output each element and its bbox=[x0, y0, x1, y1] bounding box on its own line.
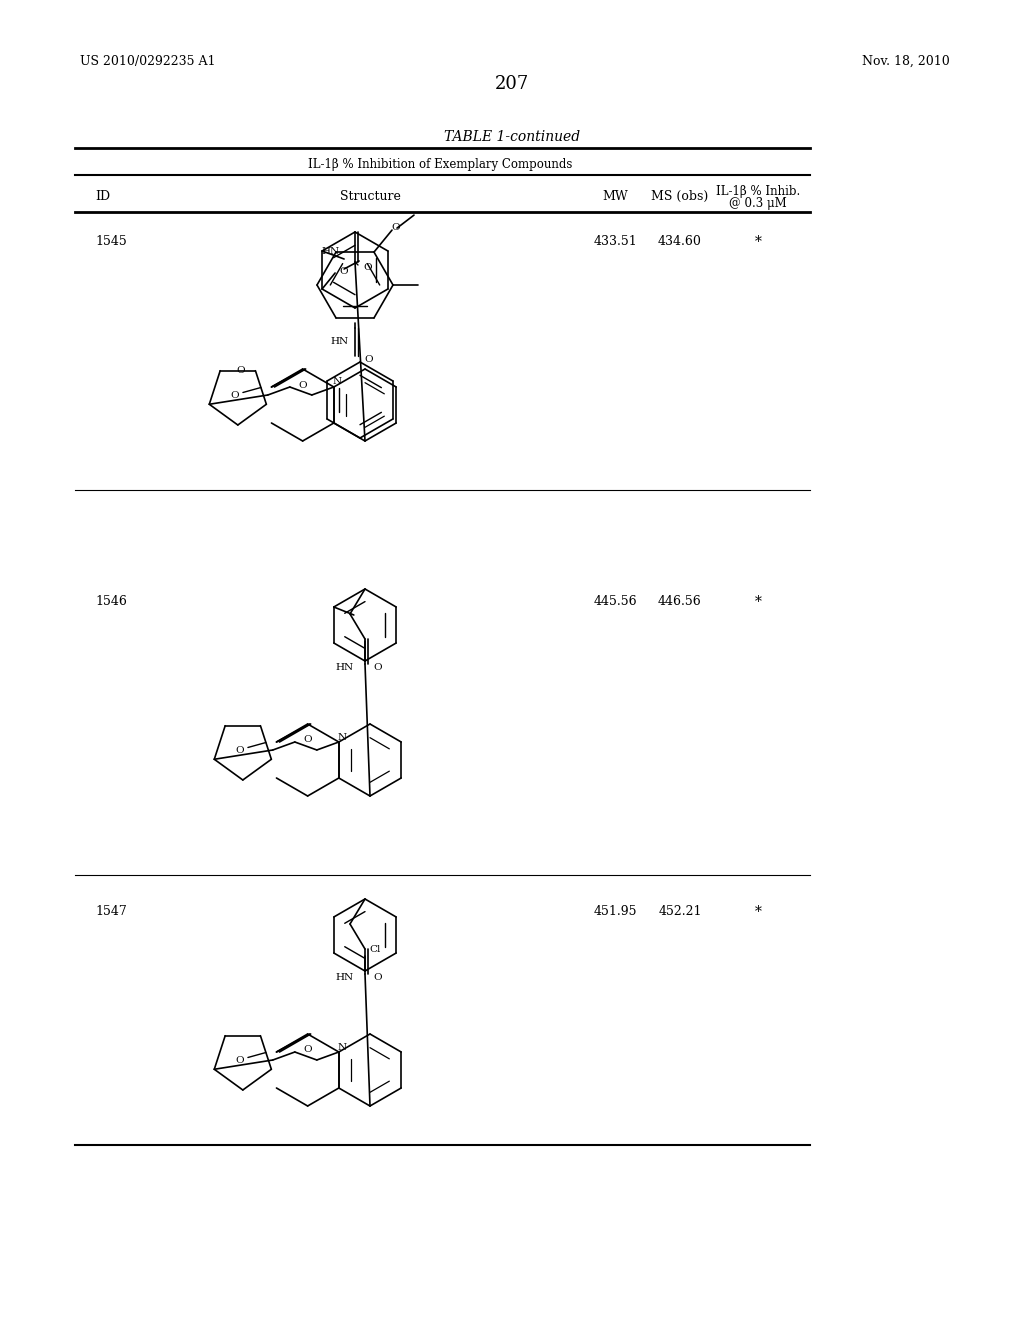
Text: O: O bbox=[230, 391, 240, 400]
Text: 452.21: 452.21 bbox=[658, 906, 701, 917]
Text: O: O bbox=[303, 735, 312, 744]
Text: 434.60: 434.60 bbox=[658, 235, 701, 248]
Text: 445.56: 445.56 bbox=[593, 595, 637, 609]
Text: O: O bbox=[237, 366, 245, 375]
Text: N: N bbox=[332, 378, 341, 387]
Text: 451.95: 451.95 bbox=[593, 906, 637, 917]
Text: HN: HN bbox=[331, 338, 349, 346]
Text: IL-1β % Inhib.: IL-1β % Inhib. bbox=[716, 185, 800, 198]
Text: N: N bbox=[337, 733, 346, 742]
Text: O: O bbox=[339, 267, 348, 276]
Text: *: * bbox=[755, 235, 762, 249]
Text: O: O bbox=[303, 1045, 312, 1055]
Text: 207: 207 bbox=[495, 75, 529, 92]
Text: 1547: 1547 bbox=[95, 906, 127, 917]
Text: ID: ID bbox=[95, 190, 111, 203]
Text: Structure: Structure bbox=[340, 190, 400, 203]
Text: @ 0.3 μM: @ 0.3 μM bbox=[729, 197, 786, 210]
Text: O: O bbox=[365, 355, 374, 363]
Text: O: O bbox=[374, 973, 382, 982]
Text: MS (obs): MS (obs) bbox=[651, 190, 709, 203]
Text: HN: HN bbox=[336, 973, 354, 982]
Text: O: O bbox=[364, 263, 373, 272]
Text: MW: MW bbox=[602, 190, 628, 203]
Text: US 2010/0292235 A1: US 2010/0292235 A1 bbox=[80, 55, 215, 69]
Text: Nov. 18, 2010: Nov. 18, 2010 bbox=[862, 55, 950, 69]
Text: IL-1β % Inhibition of Exemplary Compounds: IL-1β % Inhibition of Exemplary Compound… bbox=[308, 158, 572, 172]
Text: O: O bbox=[236, 1056, 244, 1065]
Text: TABLE 1-continued: TABLE 1-continued bbox=[444, 129, 580, 144]
Text: O: O bbox=[236, 746, 244, 755]
Text: 1545: 1545 bbox=[95, 235, 127, 248]
Text: 1546: 1546 bbox=[95, 595, 127, 609]
Text: *: * bbox=[755, 595, 762, 609]
Text: *: * bbox=[755, 906, 762, 919]
Text: 433.51: 433.51 bbox=[593, 235, 637, 248]
Text: HN: HN bbox=[322, 248, 340, 256]
Text: 446.56: 446.56 bbox=[658, 595, 701, 609]
Text: O: O bbox=[374, 663, 382, 672]
Text: Cl: Cl bbox=[369, 945, 380, 953]
Text: O: O bbox=[298, 380, 307, 389]
Text: O: O bbox=[392, 223, 400, 231]
Text: HN: HN bbox=[336, 663, 354, 672]
Text: N: N bbox=[337, 1043, 346, 1052]
